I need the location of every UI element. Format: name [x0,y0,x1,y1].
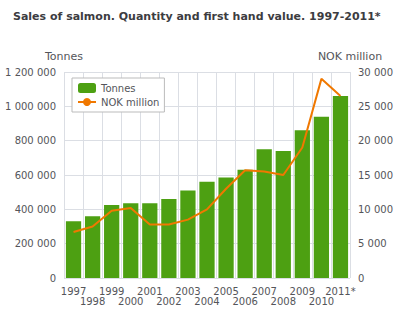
svg-text:1997: 1997 [60,285,87,297]
svg-text:0: 0 [358,273,364,284]
svg-text:2003: 2003 [175,285,201,297]
svg-text:2000: 2000 [118,296,143,307]
svg-text:2004: 2004 [194,296,219,307]
svg-text:Tonnes: Tonnes [100,83,136,94]
svg-text:30 000: 30 000 [358,67,393,78]
svg-text:2011*: 2011* [325,286,355,297]
svg-text:1999: 1999 [98,285,125,297]
svg-text:1 000 000: 1 000 000 [5,101,56,112]
svg-text:2006: 2006 [232,296,257,307]
svg-text:800 000: 800 000 [15,135,56,146]
svg-text:10 000: 10 000 [358,204,393,215]
svg-text:0: 0 [50,273,56,284]
svg-text:5 000: 5 000 [358,238,387,249]
svg-text:Sales of salmon. Quantity and: Sales of salmon. Quantity and first hand… [13,10,381,23]
svg-text:200 000: 200 000 [15,238,56,249]
svg-text:2001: 2001 [137,285,163,297]
svg-text:2010: 2010 [309,296,334,307]
svg-text:NOK million: NOK million [101,97,159,108]
svg-text:2002: 2002 [156,296,181,307]
svg-text:400 000: 400 000 [15,204,56,215]
svg-text:15 000: 15 000 [358,170,393,181]
svg-text:1 200 000: 1 200 000 [5,67,56,78]
svg-text:20 000: 20 000 [358,135,393,146]
svg-text:25 000: 25 000 [358,101,393,112]
svg-text:2005: 2005 [213,285,239,297]
svg-text:1998: 1998 [80,296,105,307]
svg-text:Tonnes: Tonnes [44,50,83,63]
svg-text:2007: 2007 [251,285,277,297]
svg-text:2008: 2008 [271,296,296,307]
svg-text:NOK million: NOK million [318,50,382,63]
svg-text:600 000: 600 000 [15,170,56,181]
svg-text:2009: 2009 [289,285,316,297]
